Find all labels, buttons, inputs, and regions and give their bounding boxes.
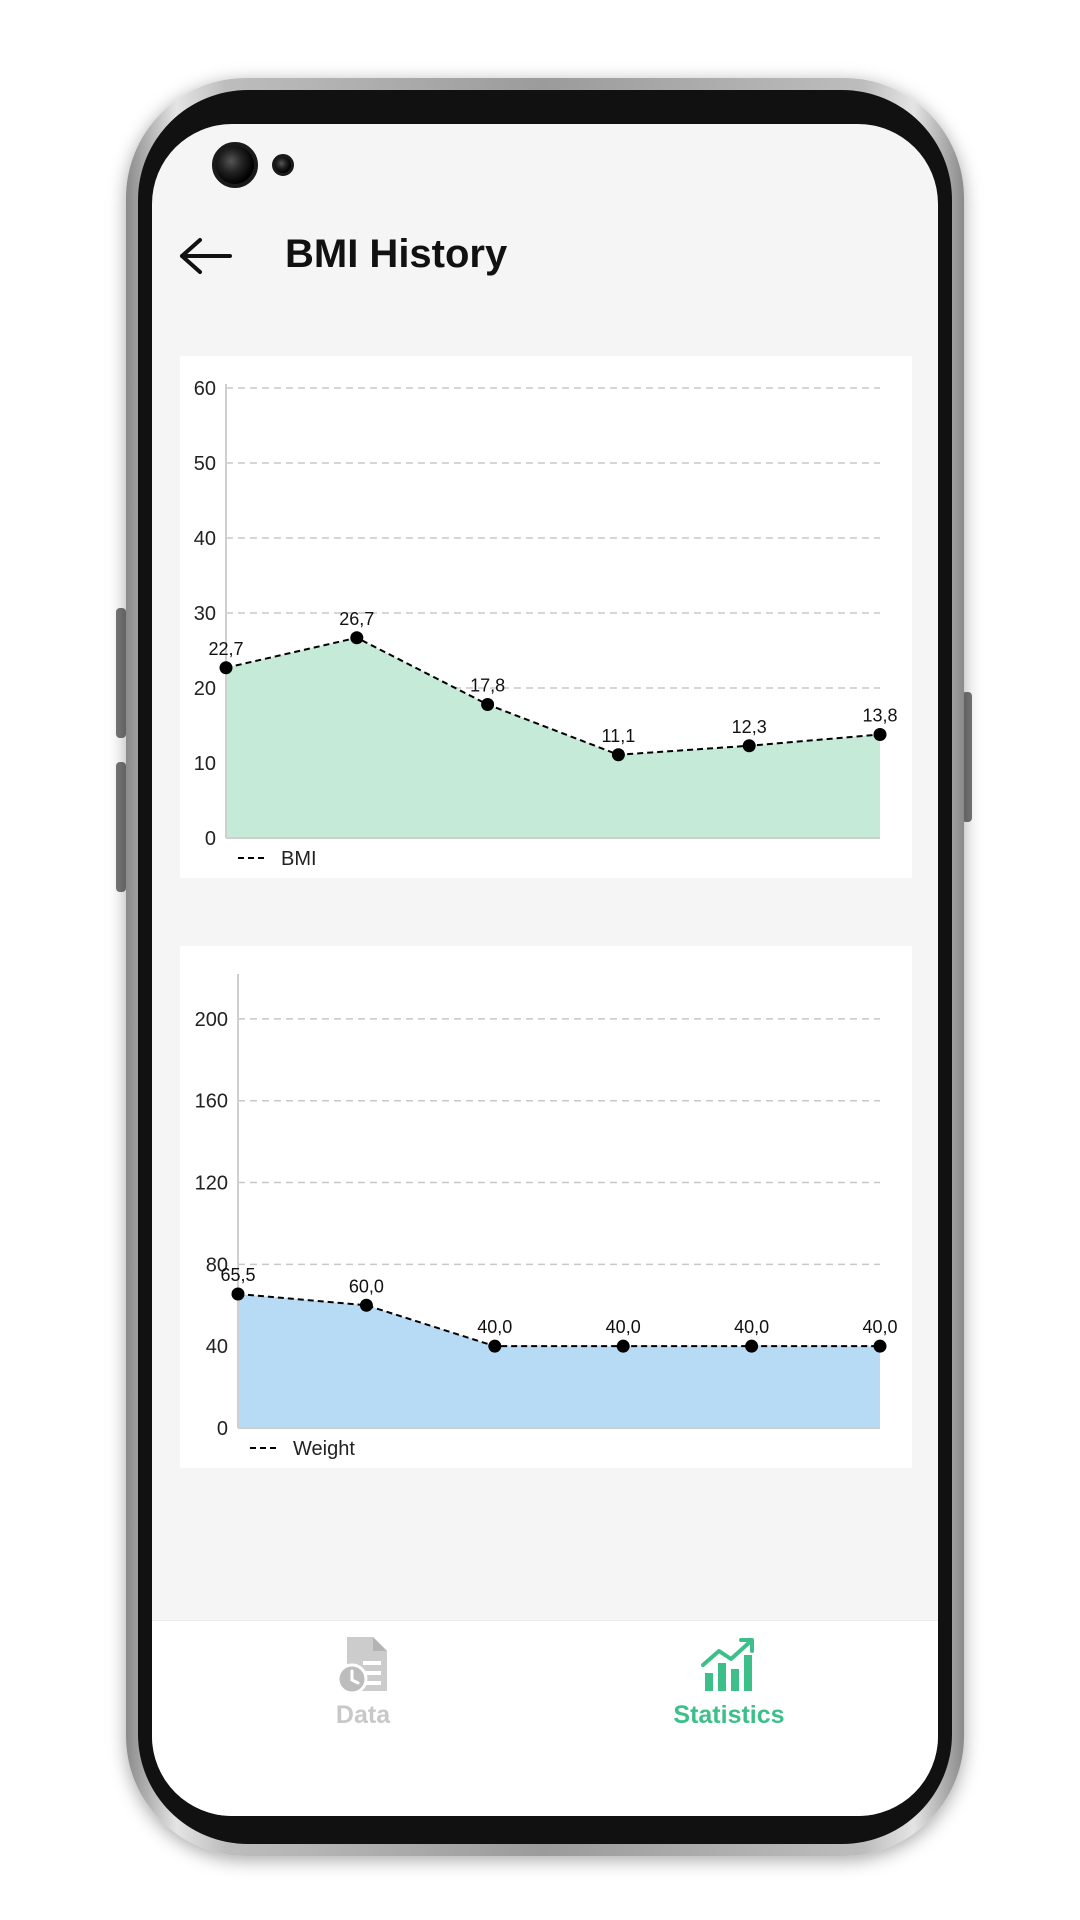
bmi-ytick-label: 0 — [205, 828, 216, 850]
volume-up-button — [116, 608, 126, 738]
weight-value-label: 60,0 — [349, 1276, 384, 1296]
weight-value-label: 40,0 — [606, 1317, 641, 1337]
bmi-ytick-label: 20 — [194, 678, 216, 700]
app-header: BMI History — [152, 204, 938, 304]
weight-ytick-label: 80 — [206, 1254, 228, 1276]
bmi-chart-card: 0 10 20 30 40 50 60 22,7 26,7 17,8 11,1 12,3 13,8 BMI — [180, 356, 912, 878]
nav-statistics-tab[interactable]: Statistics — [609, 1635, 849, 1755]
weight-ytick-label: 120 — [195, 1173, 228, 1195]
nav-data-tab[interactable]: Data — [243, 1635, 483, 1755]
weight-data-point — [231, 1287, 245, 1301]
bmi-value-label: 22,7 — [208, 639, 243, 659]
weight-data-point — [745, 1339, 759, 1353]
bmi-series-line — [225, 636, 881, 756]
weight-chart: 0 40 80 120 160 200 65,5 60,0 40,0 40,0 40,0 40,0 We… — [195, 974, 898, 1460]
weight-ytick-label: 40 — [206, 1336, 228, 1358]
bmi-data-point — [742, 739, 756, 753]
bmi-data-point — [350, 631, 364, 645]
bmi-data-point — [481, 698, 495, 711]
weight-area-fill — [238, 1294, 880, 1428]
nav-statistics-label: Statistics — [673, 1701, 785, 1729]
bottom-navigation: Data Statistics — [152, 1620, 938, 1816]
bmi-value-label: 13,8 — [862, 706, 897, 726]
front-sensor-icon — [272, 154, 294, 176]
nav-data-label: Data — [335, 1701, 391, 1729]
weight-series-line — [237, 1293, 880, 1348]
chart-growth-icon — [701, 1638, 754, 1691]
bmi-value-label: 26,7 — [339, 609, 374, 629]
arrow-left-icon — [180, 238, 232, 274]
weight-ytick-label: 160 — [195, 1091, 228, 1113]
bmi-data-point — [219, 661, 233, 675]
weight-value-label: 65,5 — [220, 1265, 255, 1285]
front-camera-icon — [212, 142, 258, 188]
bmi-area-fill — [226, 637, 880, 838]
weight-value-label: 40,0 — [734, 1317, 769, 1337]
volume-down-button — [116, 762, 126, 892]
weight-value-label: 40,0 — [862, 1317, 897, 1337]
power-button — [962, 692, 972, 822]
page-title: BMI History — [285, 232, 508, 276]
bmi-value-label: 11,1 — [602, 726, 636, 746]
back-button[interactable] — [174, 224, 238, 288]
weight-data-point — [616, 1339, 630, 1353]
bmi-data-point — [611, 748, 625, 762]
weight-ytick-label: 200 — [195, 1009, 228, 1031]
bmi-value-label: 17,8 — [470, 676, 505, 696]
bmi-ytick-label: 30 — [194, 603, 216, 625]
weight-chart-card: 0 40 80 120 160 200 65,5 60,0 40,0 40,0 40,0 40,0 We… — [180, 946, 912, 1468]
weight-data-point — [873, 1339, 887, 1353]
bmi-chart: 0 10 20 30 40 50 60 22,7 26,7 17,8 11,1 12,3 13,8 BMI — [194, 378, 898, 870]
bmi-data-point — [873, 728, 887, 741]
bmi-ytick-label: 10 — [194, 753, 216, 775]
bmi-value-label: 12,3 — [732, 717, 767, 737]
document-clock-icon — [336, 1637, 387, 1695]
bmi-ytick-label: 50 — [194, 453, 216, 475]
weight-value-label: 40,0 — [477, 1317, 512, 1337]
app-screen: BMI History 0 10 20 30 40 50 60 22,7 26,7 17,8 11,… — [152, 124, 938, 1816]
weight-data-point — [359, 1298, 373, 1312]
bmi-ytick-label: 40 — [194, 528, 216, 550]
weight-ytick-label: 0 — [217, 1418, 228, 1440]
weight-legend-label: Weight — [293, 1438, 355, 1460]
bmi-legend-label: BMI — [281, 848, 317, 870]
bmi-ytick-label: 60 — [194, 378, 216, 400]
weight-data-point — [488, 1339, 502, 1353]
